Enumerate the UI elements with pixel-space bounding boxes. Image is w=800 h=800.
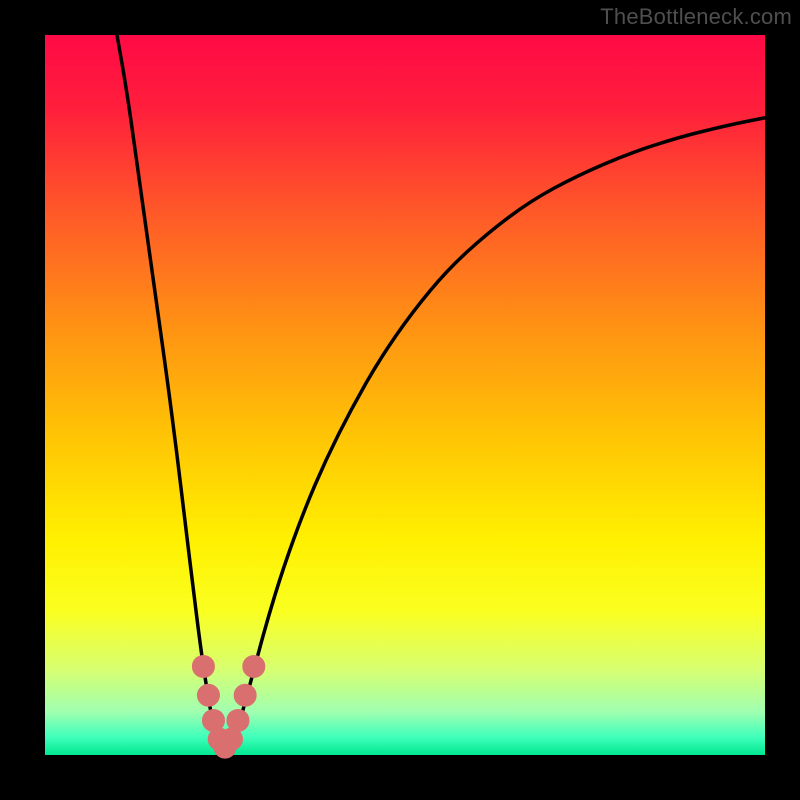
bead-marker	[227, 709, 249, 731]
bead-marker	[197, 684, 219, 706]
watermark-text: TheBottleneck.com	[600, 4, 792, 30]
bottleneck-chart	[0, 0, 800, 800]
bead-marker	[234, 684, 256, 706]
bead-marker	[192, 655, 214, 677]
bead-marker	[243, 655, 265, 677]
